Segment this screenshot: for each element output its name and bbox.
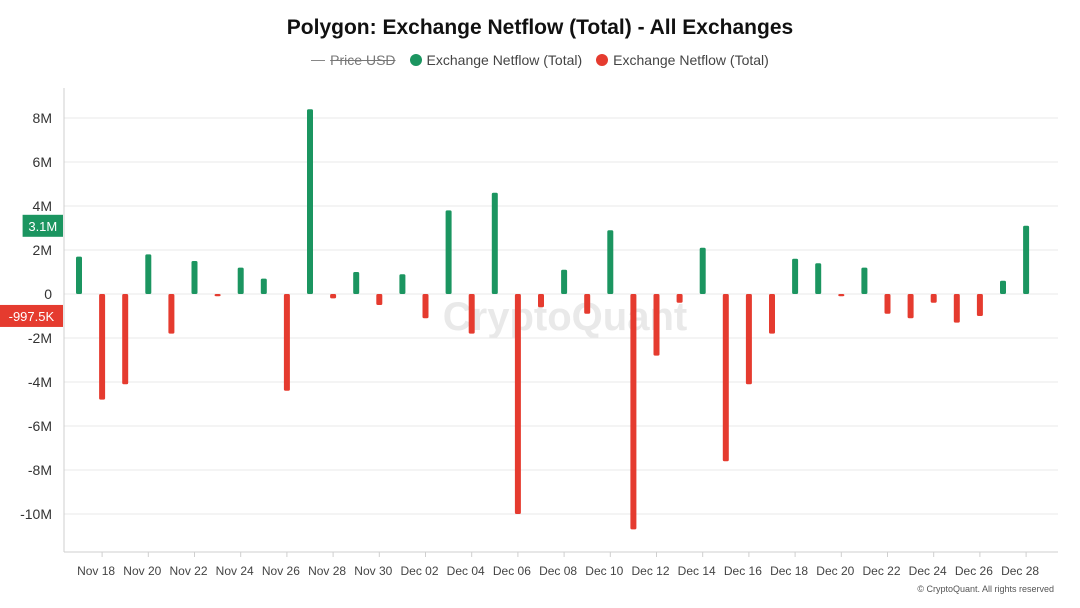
legend-dot-icon (409, 54, 422, 66)
legend-item-netflow-negative[interactable]: Exchange Netflow (Total) (596, 52, 769, 68)
x-tick-label: Nov 28 (308, 564, 346, 578)
legend-line-icon (311, 59, 326, 61)
bar (330, 294, 337, 299)
legend-dot-icon (596, 54, 609, 66)
bar (861, 267, 868, 294)
bar (122, 294, 129, 385)
bar (99, 294, 106, 400)
chart-title: Polygon: Exchange Netflow (Total) - All … (286, 16, 794, 39)
bar (422, 294, 429, 319)
bar (792, 258, 799, 294)
bar (745, 294, 752, 385)
x-tick-label: Dec 20 (816, 564, 854, 578)
legend-label-netflow-negative: Exchange Netflow (Total) (613, 52, 769, 68)
value-badge (22, 214, 64, 237)
y-tick-label: 6M (33, 154, 52, 170)
x-tick-label: Nov 22 (169, 564, 207, 578)
bar (76, 256, 82, 294)
bar (699, 247, 706, 294)
x-tick-label: Dec 02 (400, 564, 438, 578)
value-badge (0, 304, 64, 327)
bar (353, 272, 360, 294)
y-tick-label: -2M (28, 330, 52, 346)
x-tick-label: Dec 16 (724, 564, 762, 578)
bar (953, 294, 960, 323)
bar (930, 294, 937, 303)
bar (676, 294, 683, 303)
bar (976, 294, 983, 316)
bar (514, 294, 521, 514)
chart-legend: Price USD Exchange Netflow (Total) Excha… (0, 52, 1080, 68)
x-tick-label: Nov 20 (123, 564, 161, 578)
bar (191, 261, 198, 294)
copyright-notice: © CryptoQuant. All rights reserved (917, 584, 1054, 594)
bar (399, 274, 406, 294)
bar (260, 278, 267, 294)
bar (722, 294, 729, 462)
y-tick-label: -10M (20, 506, 52, 522)
bar (376, 294, 383, 305)
value-badge-label: -997.5K (9, 309, 55, 324)
x-tick-label: Dec 18 (770, 564, 808, 578)
bar (769, 294, 775, 334)
bar (815, 263, 822, 294)
bar (907, 294, 914, 319)
bar (561, 269, 568, 294)
x-tick-label: Dec 08 (539, 564, 577, 578)
x-tick-label: Nov 30 (354, 564, 392, 578)
y-tick-label: -8M (28, 462, 52, 478)
bar (468, 294, 475, 334)
bar (445, 210, 452, 294)
bar (607, 230, 614, 294)
y-tick-label: -4M (28, 374, 52, 390)
y-tick-label: 4M (33, 198, 52, 214)
y-tick-label: 2M (33, 242, 52, 258)
x-tick-label: Dec 24 (909, 564, 947, 578)
x-tick-label: Dec 14 (678, 564, 716, 578)
bar (307, 109, 313, 294)
x-tick-label: Dec 22 (862, 564, 900, 578)
bar (538, 294, 544, 308)
bar (237, 267, 244, 294)
bar (283, 294, 290, 391)
x-tick-label: Nov 26 (262, 564, 300, 578)
bar (168, 294, 175, 334)
bar (653, 294, 660, 356)
y-tick-label: 8M (33, 110, 52, 126)
x-tick-label: Dec 04 (447, 564, 485, 578)
x-tick-label: Dec 10 (585, 564, 623, 578)
bar (1023, 225, 1030, 294)
bar (630, 294, 637, 530)
x-tick-label: Nov 18 (77, 564, 115, 578)
bar (838, 294, 845, 297)
x-tick-label: Nov 24 (216, 564, 254, 578)
y-tick-label: 0 (44, 286, 52, 302)
y-tick-label: -6M (28, 418, 52, 434)
watermark-text: CryptoQuant (443, 295, 687, 339)
bar (584, 294, 591, 314)
x-tick-label: Dec 12 (631, 564, 669, 578)
legend-label-price-usd: Price USD (330, 52, 396, 68)
x-tick-label: Dec 06 (493, 564, 531, 578)
bar (491, 192, 498, 294)
x-tick-label: Dec 26 (955, 564, 993, 578)
legend-label-netflow-positive: Exchange Netflow (Total) (426, 52, 583, 68)
bar (1000, 280, 1006, 294)
x-tick-label: Dec 28 (1001, 564, 1039, 578)
bar (884, 294, 891, 314)
legend-item-price-usd[interactable]: Price USD (311, 52, 396, 68)
bar (214, 294, 221, 297)
legend-item-netflow-positive[interactable]: Exchange Netflow (Total) (409, 52, 583, 68)
value-badge-label: 3.1M (28, 219, 57, 234)
bar (145, 254, 152, 294)
